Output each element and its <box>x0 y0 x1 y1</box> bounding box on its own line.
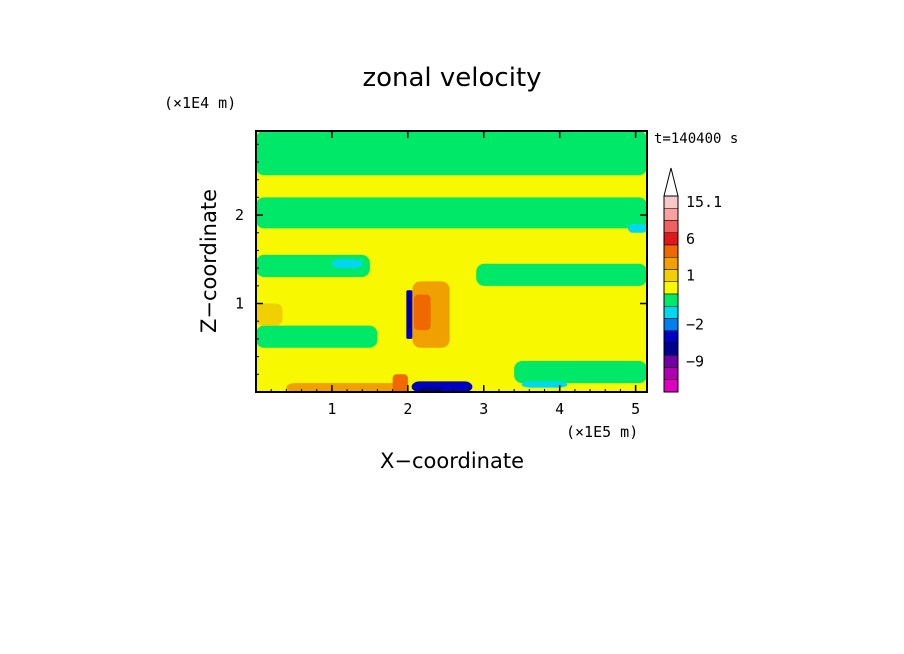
field-region-left-orange <box>256 303 283 326</box>
field-region-cyan-patch-mid <box>521 381 568 388</box>
y-unit-label: (×1E4 m) <box>164 94 236 112</box>
field-region-low-green-right <box>514 361 647 384</box>
field-region-cyan-patch-left <box>331 259 363 269</box>
colorbar-band <box>663 330 679 344</box>
colorbar-band <box>663 379 679 393</box>
field-region-surface-red <box>392 374 408 392</box>
colorbar-band <box>663 257 679 270</box>
x-axis-label: X−coordinate <box>380 449 524 473</box>
chart-title: zonal velocity <box>362 63 541 93</box>
x-tick-label: 3 <box>479 400 488 418</box>
field-region-cyan-patch-right <box>628 223 647 233</box>
plot-area <box>256 131 647 392</box>
colorbar-band <box>663 220 679 233</box>
axis-ticks: 1 2 3 4 5 1 2 <box>235 131 647 418</box>
colorbar-label: −2 <box>686 316 704 334</box>
x-unit-label: (×1E5 m) <box>566 423 638 441</box>
colorbar-label: 1 <box>686 267 695 285</box>
x-tick-label: 4 <box>555 400 564 418</box>
colorbar-band <box>663 306 679 319</box>
x-tick-label: 1 <box>327 400 336 418</box>
colorbar-band <box>663 318 679 331</box>
colorbar-label: 15.1 <box>686 193 722 211</box>
y-tick-label: 1 <box>235 295 244 313</box>
colorbar-band <box>663 208 679 221</box>
field-region-front-dark <box>407 294 411 331</box>
field-region-jet-core-dark <box>419 386 443 392</box>
colorbar-band <box>663 367 679 380</box>
colorbar-label: 6 <box>686 230 695 248</box>
timestamp-label: t=140400 s <box>654 131 738 147</box>
field-region-mid-green-right <box>476 263 647 286</box>
colorbar-arrow <box>663 167 679 197</box>
colorbar-band <box>663 355 679 368</box>
colorbar-band <box>663 244 679 258</box>
field-region-upper-green-1 <box>256 131 647 176</box>
plot-frame <box>255 130 648 393</box>
x-tick-label: 5 <box>631 400 640 418</box>
x-tick-label: 2 <box>403 400 412 418</box>
colorbar-band <box>663 232 679 246</box>
y-axis-label: Z−coordinate <box>197 189 221 333</box>
colorbar-band <box>663 281 679 295</box>
colorbar-band <box>663 342 679 356</box>
colorbar-frame <box>663 195 679 393</box>
y-tick-label: 2 <box>235 206 244 224</box>
colorbar-band <box>663 293 679 307</box>
colorbar-label: −9 <box>686 352 704 370</box>
colorbar: 15.1 6 1 −2 −9 <box>663 167 722 393</box>
field-region-orange-core <box>413 294 431 331</box>
field-region-low-green-left <box>256 325 378 348</box>
colorbar-band <box>663 269 679 282</box>
field-region-upper-green-2 <box>256 197 647 229</box>
colorbar-band <box>663 195 679 209</box>
